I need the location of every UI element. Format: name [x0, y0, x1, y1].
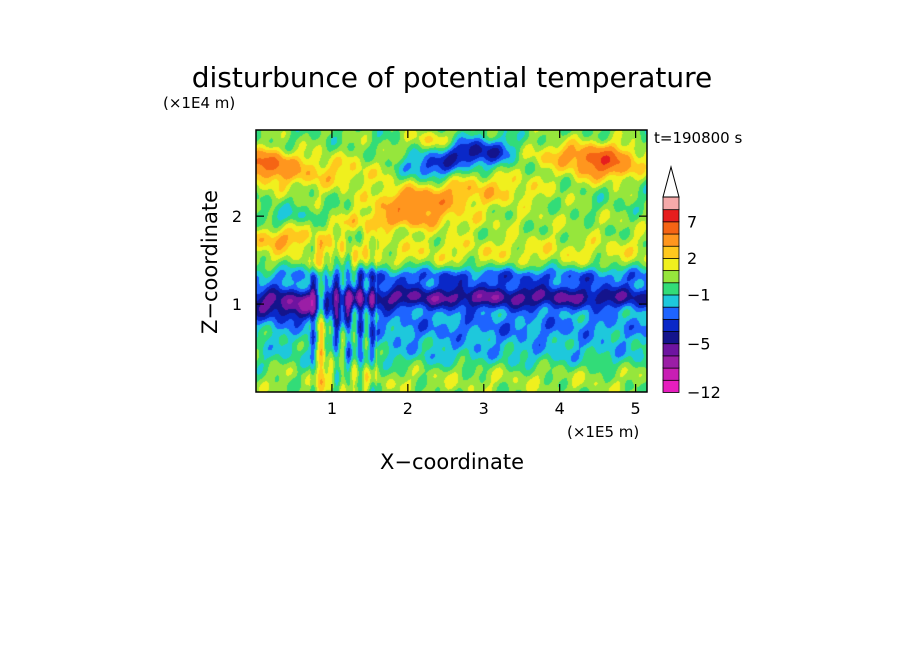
- x-unit-label: (×1E5 m): [567, 423, 639, 441]
- colorbar-swatch: [662, 269, 680, 284]
- colorbar-swatch: [662, 330, 680, 345]
- colorbar-tick-label: 2: [687, 249, 697, 268]
- colorbar-swatch: [662, 245, 680, 259]
- chart-title: disturbunce of potential temperature: [192, 61, 713, 94]
- colorbar-swatch: [662, 367, 680, 381]
- colorbar-swatch: [662, 294, 680, 308]
- x-axis-label: X−coordinate: [380, 450, 524, 474]
- colorbar-swatch: [662, 342, 680, 357]
- y-axis-label: Z−coordinate: [198, 190, 222, 334]
- x-tick-label: 5: [631, 399, 641, 418]
- x-tick-label: 2: [403, 399, 413, 418]
- x-tick-label: 3: [479, 399, 489, 418]
- colorbar-tick-label: −12: [687, 383, 721, 402]
- colorbar-swatch: [662, 379, 680, 393]
- y-tick-label: 1: [232, 295, 242, 314]
- colorbar-swatch: [662, 281, 680, 296]
- x-tick-label: 4: [555, 399, 565, 418]
- x-tick-label: 1: [327, 399, 337, 418]
- contour-field: [256, 130, 647, 392]
- y-tick-label: 2: [232, 207, 242, 226]
- plot-frame: [255, 129, 648, 393]
- y-unit-label: (×1E4 m): [163, 94, 235, 112]
- y-axis: 12: [232, 207, 647, 314]
- colorbar-swatch: [662, 208, 680, 223]
- colorbar-swatch: [662, 233, 680, 247]
- colorbar-swatch: [662, 306, 680, 320]
- colorbar-tick-label: −1: [687, 286, 711, 305]
- colorbar-swatch: [662, 257, 680, 272]
- colorbar-swatch: [662, 220, 680, 235]
- time-label: t=190800 s: [654, 129, 742, 147]
- colorbar-swatch: [662, 196, 680, 211]
- colorbar: −12−5−127: [662, 165, 721, 402]
- colorbar-tick-label: 7: [687, 212, 697, 231]
- colorbar-swatch: [662, 355, 680, 369]
- colorbar-swatch: [662, 318, 680, 332]
- colorbar-tick-label: −5: [687, 334, 711, 353]
- x-axis: 1 2 3 4 5: [327, 130, 641, 418]
- colorbar-extend-arrow: [662, 165, 680, 198]
